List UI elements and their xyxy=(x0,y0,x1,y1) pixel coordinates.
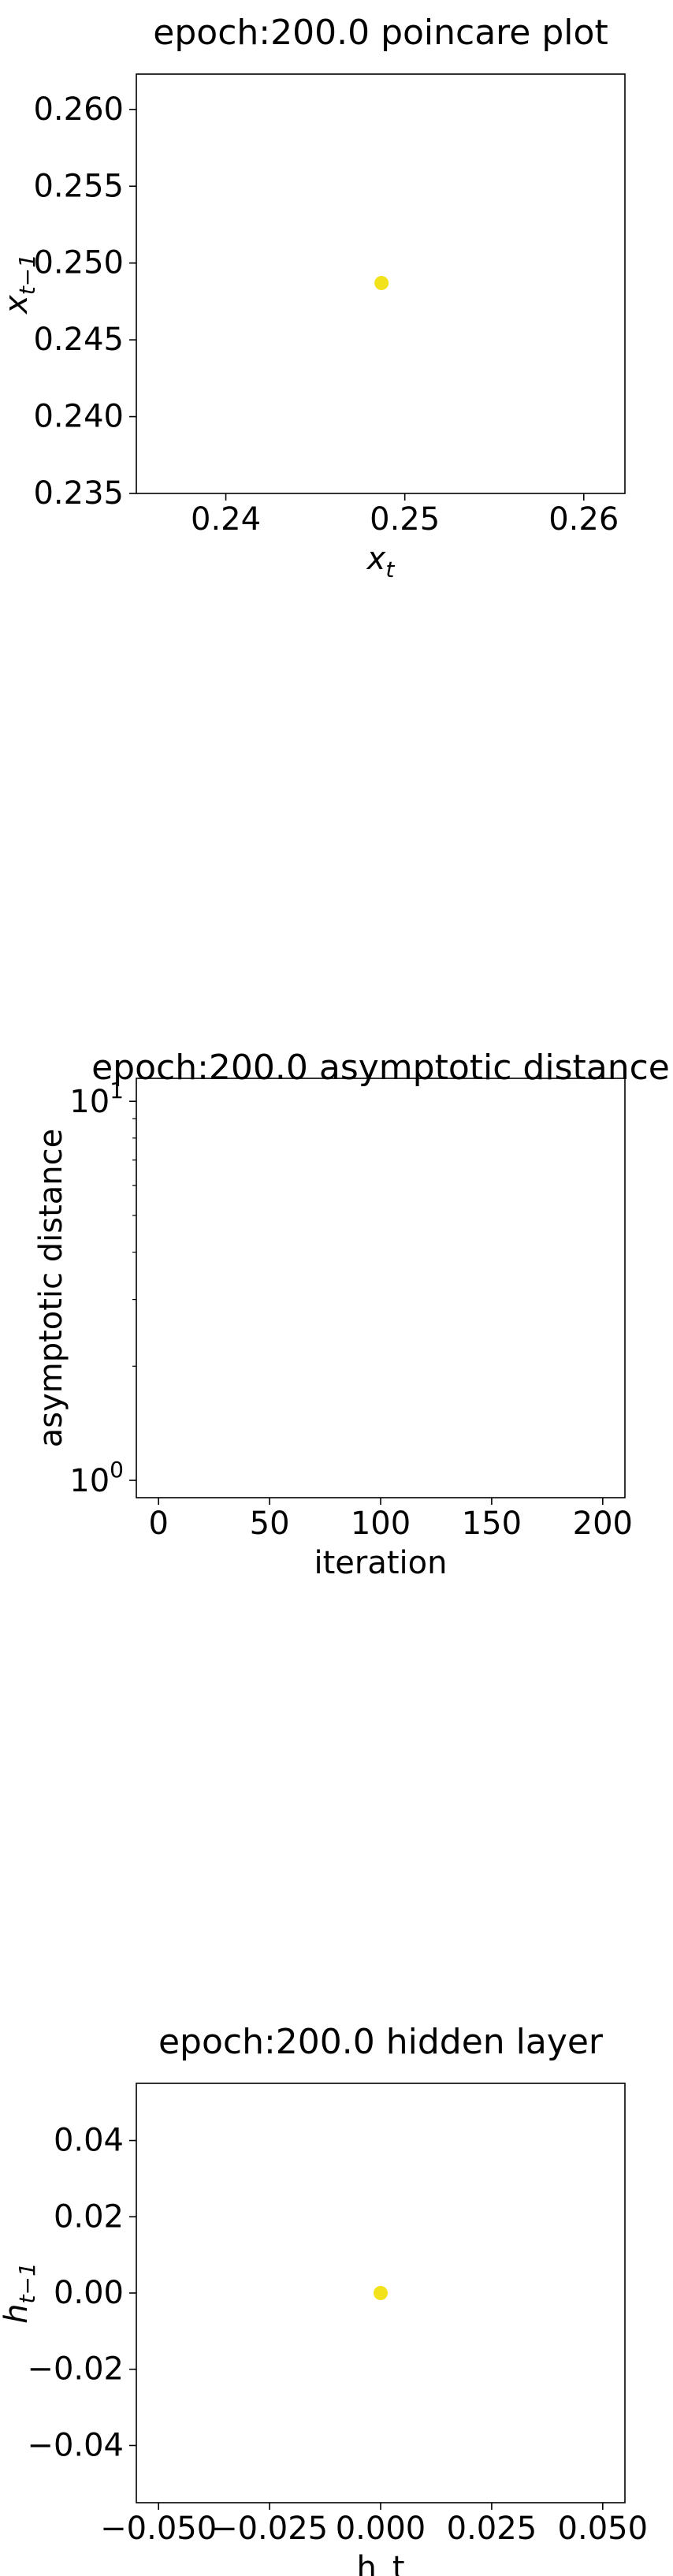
label-base: x xyxy=(366,541,386,577)
chart-title: epoch:200.0 hidden layer xyxy=(158,2022,604,2062)
x-tick-label: 0.000 xyxy=(336,2511,426,2547)
x-axis-label: xt xyxy=(366,541,396,583)
x-tick-label: −0.050 xyxy=(100,2511,217,2547)
y-axis-label: xt−1 xyxy=(0,254,40,315)
x-tick-label: 200 xyxy=(573,1506,633,1542)
x-tick-label: 0.050 xyxy=(558,2511,649,2547)
label-base: x xyxy=(0,295,35,315)
x-tick-label: 0.25 xyxy=(370,501,440,538)
tick-base: 10 xyxy=(69,1463,110,1499)
y-tick-label: 0.235 xyxy=(33,475,124,512)
y-tick-label: 0.00 xyxy=(54,2275,124,2311)
y-tick-label: 100 xyxy=(69,1457,124,1499)
chart-1: epoch:200.0 poincare plot 0.24 0.25 0.26 0.2… xyxy=(0,13,626,583)
y-axis-label: ht−1 xyxy=(0,2262,40,2324)
y-axis-label: asymptotic distance xyxy=(33,1129,69,1448)
y-tick-label: 0.260 xyxy=(33,91,124,128)
chart-3: epoch:200.0 hidden layer−0.050−0.025 0.00… xyxy=(0,2022,648,2576)
x-tick-label: 50 xyxy=(250,1506,290,1542)
x-tick-label: 100 xyxy=(351,1506,411,1542)
data-point xyxy=(374,2286,388,2300)
y-tick-label: 0.240 xyxy=(33,399,124,435)
y-tick-label: 0.245 xyxy=(33,322,124,358)
x-tick-label: −0.025 xyxy=(211,2511,328,2547)
data-point xyxy=(374,276,389,291)
label-subscript: t−1 xyxy=(14,2262,40,2303)
x-tick-label: 150 xyxy=(462,1506,522,1542)
x-tick-label: 0.24 xyxy=(191,501,261,538)
plot-frame xyxy=(136,1078,626,1498)
x-tick-label: 0.26 xyxy=(548,501,619,538)
y-tick-label: 0.04 xyxy=(54,2123,124,2159)
label-subscript: t−1 xyxy=(14,254,40,295)
y-tick-label: 0.02 xyxy=(54,2198,124,2235)
tick-exponent: 1 xyxy=(110,1078,124,1104)
y-tick-label: 0.250 xyxy=(33,245,124,281)
x-axis-label: iteration xyxy=(314,1545,448,1581)
plot-frame xyxy=(136,73,626,494)
x-tick-label: 0 xyxy=(148,1506,168,1542)
tick-base: 10 xyxy=(69,1084,110,1120)
x-axis-label: h_t xyxy=(356,2550,404,2576)
y-tick-label: −0.04 xyxy=(27,2427,124,2463)
label-base: h xyxy=(0,2303,35,2323)
x-tick-label: 0.025 xyxy=(447,2511,537,2547)
tick-exponent: 0 xyxy=(110,1457,124,1483)
chart-title: epoch:200.0 asymptotic distance xyxy=(91,1048,670,1088)
y-tick-label: 0.255 xyxy=(33,168,124,204)
label-subscript: t xyxy=(385,557,395,583)
chart-title: epoch:200.0 poincare plot xyxy=(153,13,608,53)
y-tick-label: 101 xyxy=(69,1078,124,1120)
y-tick-label: −0.02 xyxy=(27,2351,124,2388)
